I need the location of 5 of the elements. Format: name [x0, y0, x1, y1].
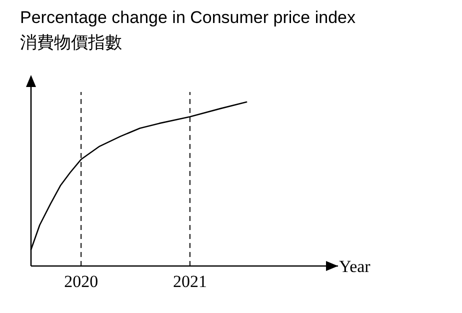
- chart-subtitle: 消費物價指數: [20, 33, 122, 52]
- x-tick-label: 2020: [64, 272, 98, 291]
- chart-title: Percentage change in Consumer price index: [20, 8, 356, 27]
- x-tick-label: 2021: [172, 272, 207, 291]
- x-axis-title: Year: [339, 257, 371, 276]
